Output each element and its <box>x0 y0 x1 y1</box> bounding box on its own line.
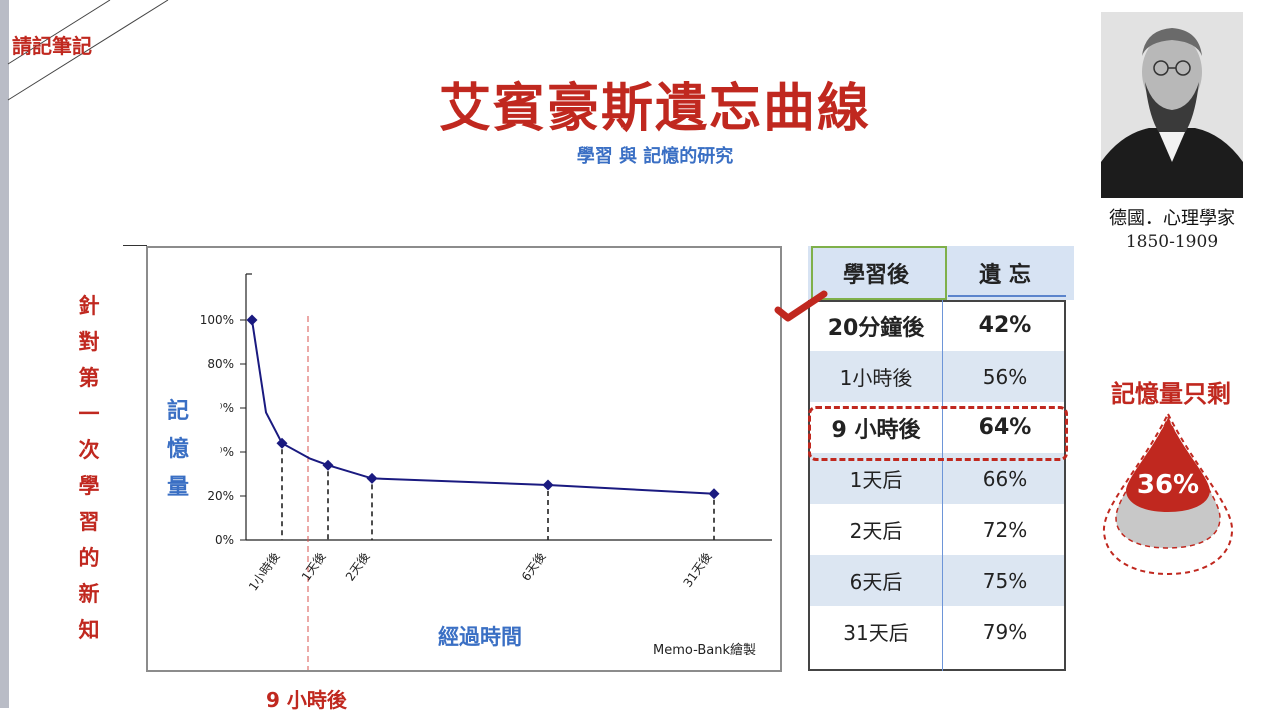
chart-credit: Memo-Bank繪製 <box>653 642 756 658</box>
forgetting-curve-chart: 0% 20% ⁾% ⁾% 80% 100% 記憶量 1小時後 1天後 2天後 6天後 31天後經過時間… <box>167 273 772 670</box>
row-time: 6天后 <box>808 555 944 606</box>
header-forgetting: 遺 忘 <box>944 246 1066 300</box>
side-label-char: 一 <box>78 402 100 426</box>
side-label-char: 對 <box>78 330 100 354</box>
row-time: 31天后 <box>843 621 909 645</box>
table-row: 1小時後 56% <box>808 351 1066 402</box>
row-forget: 79% <box>982 619 1028 644</box>
data-point <box>542 479 554 491</box>
corner-decoration <box>7 0 169 101</box>
y-axis-label: 記憶量 <box>167 398 189 500</box>
row-forget: 64% <box>978 415 1032 440</box>
y-tick-label: 100% <box>200 313 234 327</box>
drop-outer-outline <box>1102 411 1234 576</box>
row-time: 1天后 <box>808 453 944 504</box>
side-label-char: 第 <box>78 366 100 390</box>
side-label-char: 次 <box>78 438 100 462</box>
remaining-label: 記憶量只剩 <box>1111 380 1231 408</box>
x-tick-label: 31天後 <box>680 550 714 590</box>
portrait-caption: 德國．心理學家 <box>1109 208 1235 229</box>
table-row: 9 小時後 64% <box>808 402 1066 453</box>
data-point <box>366 472 378 484</box>
side-label-char: 知 <box>78 618 100 642</box>
page-subtitle: 學習 與 記憶的研究 <box>576 146 734 167</box>
y-tick-label: 80% <box>207 357 234 371</box>
table-row: 20分鐘後 42% <box>808 300 1066 351</box>
side-label-char: 學 <box>78 474 100 498</box>
table-row: 6天后 75% <box>808 555 1066 606</box>
row-forget: 42% <box>978 313 1032 338</box>
row-forget: 56% <box>944 351 1066 402</box>
table-row: 2天后 72% <box>808 504 1066 555</box>
note-tag: 請記筆記 <box>12 34 92 58</box>
header-highlight <box>811 246 947 300</box>
forgetting-curve-line <box>251 319 715 495</box>
table-row: 31天后 79% <box>808 606 1066 657</box>
data-point <box>276 437 288 449</box>
header-underline <box>948 295 1066 297</box>
retention-table: 學習後 遺 忘 20分鐘後 42% 1小時後 56% 9 小時後 64% 1天后… <box>808 246 1066 657</box>
header-after-learning: 學習後 <box>808 246 944 300</box>
row-forget: 66% <box>944 453 1066 504</box>
side-label: 針 對 第 一 次 學 習 的 新 知 <box>73 288 105 648</box>
y-tick-label: ⁾% <box>220 401 234 415</box>
checkmark-icon <box>774 290 828 322</box>
nine-hours-highlight-box <box>808 406 1068 461</box>
side-label-char: 習 <box>78 510 100 534</box>
x-axis-label: 經過時間 <box>438 625 522 649</box>
data-point <box>708 488 720 500</box>
drop-inner <box>1126 418 1210 512</box>
remaining-value: 36% <box>1137 470 1199 500</box>
y-tick-label: 20% <box>207 489 234 503</box>
side-label-char: 針 <box>78 294 100 318</box>
remaining-drop-icon: 36% <box>1102 411 1234 576</box>
data-point <box>246 314 258 326</box>
data-point <box>322 459 334 471</box>
table-column-divider <box>942 300 943 671</box>
x-tick-label: 1小時後 <box>246 550 282 594</box>
x-tick-label: 2天後 <box>343 550 373 584</box>
portrait-photo-icon <box>1101 12 1243 198</box>
y-tick-label: 0% <box>215 533 234 547</box>
row-time: 1小時後 <box>808 351 944 402</box>
x-tick-label: 6天後 <box>519 550 549 584</box>
x-tick-label: 1天後 <box>299 550 329 584</box>
left-edge-bar <box>0 0 9 708</box>
side-label-char: 新 <box>78 582 100 606</box>
table-header-row: 學習後 遺 忘 <box>808 246 1066 300</box>
row-time: 2天后 <box>849 519 903 543</box>
chart-frame: 0% 20% ⁾% ⁾% 80% 100% 記憶量 1小時後 1天後 2天後 6天後 31天後經過時間… <box>146 246 782 672</box>
page-title: 艾賓豪斯遺忘曲線 <box>438 79 871 139</box>
table-header-extension <box>1066 246 1074 300</box>
side-label-char: 的 <box>78 546 100 570</box>
portrait-years: 1850-1909 <box>1125 232 1219 252</box>
table-row: 1天后 66% <box>808 453 1066 504</box>
row-forget: 72% <box>982 517 1028 542</box>
y-tick-label: ⁾% <box>220 445 234 459</box>
row-time: 20分鐘後 <box>827 315 925 341</box>
divider <box>123 245 147 246</box>
row-forget: 75% <box>944 555 1066 606</box>
nine-hours-label: 9 小時後 <box>266 688 347 712</box>
row-time: 9 小時後 <box>831 417 921 443</box>
